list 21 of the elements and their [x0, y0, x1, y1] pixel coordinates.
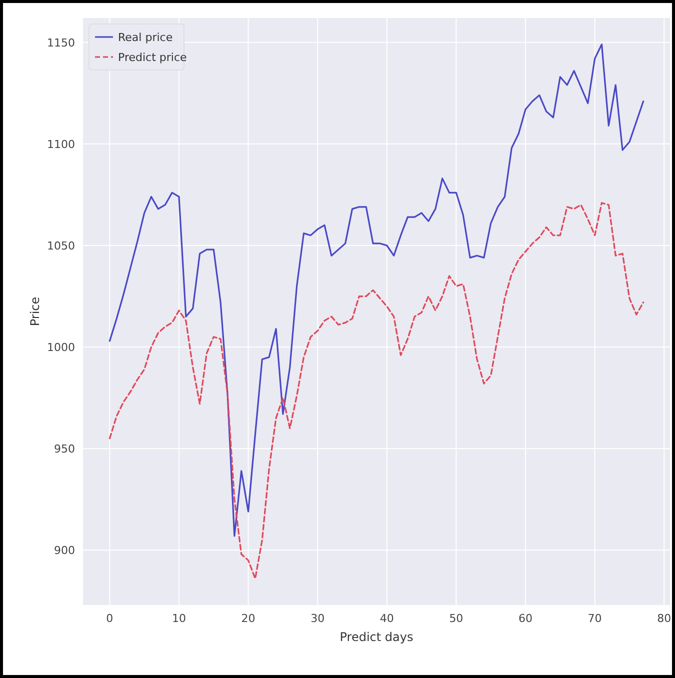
- x-tick-label: 30: [310, 612, 325, 625]
- legend-label: Predict price: [118, 51, 187, 64]
- y-tick-label: 1100: [47, 138, 75, 151]
- x-axis-title: Predict days: [340, 630, 414, 644]
- line-series: [108, 44, 644, 537]
- y-tick-label: 900: [54, 544, 75, 558]
- x-tick-label: 70: [588, 612, 602, 625]
- line-series: [108, 202, 644, 580]
- x-tick-label: 60: [518, 612, 532, 625]
- y-tick-label: 1050: [47, 239, 75, 252]
- x-tick-label: 50: [449, 612, 464, 625]
- legend-label: Real price: [118, 31, 173, 44]
- x-tick-label: 40: [380, 612, 394, 625]
- y-tick-label: 950: [54, 442, 75, 456]
- x-tick-label: 80: [657, 612, 672, 625]
- y-tick-label: 1150: [47, 36, 75, 50]
- y-tick-label: 1000: [47, 341, 75, 354]
- x-tick-label: 0: [106, 612, 114, 625]
- y-axis-title: Price: [28, 296, 42, 326]
- x-tick-label: 20: [241, 612, 256, 625]
- x-tick-label: 10: [172, 612, 186, 625]
